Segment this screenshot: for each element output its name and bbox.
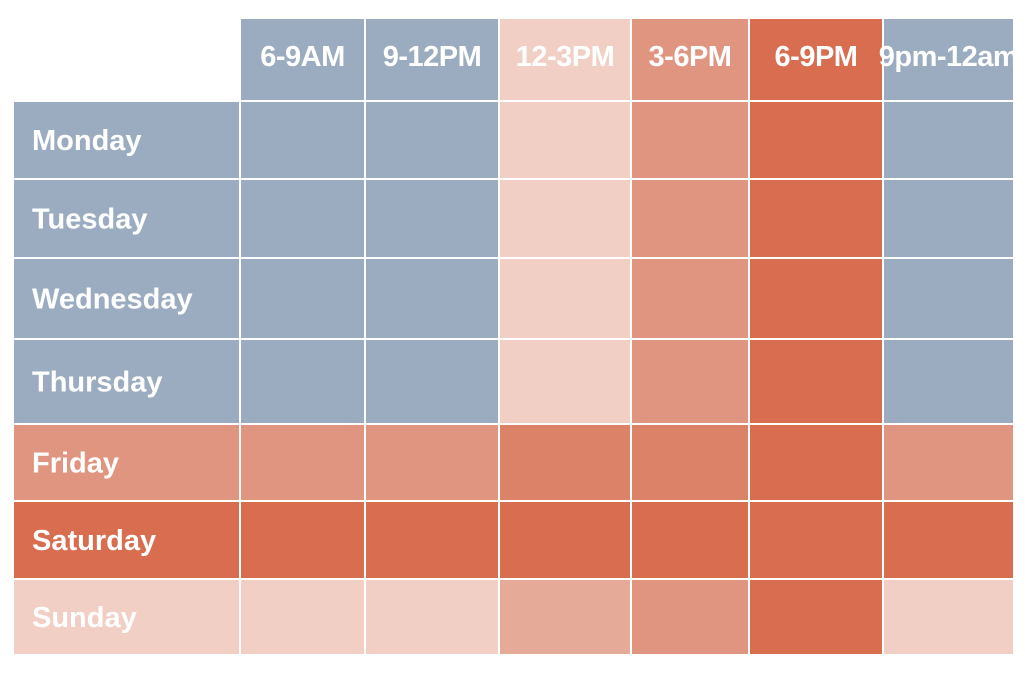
heatmap-cell-thursday-9-12pm [366, 340, 498, 423]
heatmap-cell-tuesday-9pm-12am [884, 180, 1013, 257]
heatmap-cell-sunday-12-3pm [500, 580, 630, 654]
heatmap-cell-saturday-12-3pm [500, 502, 630, 578]
column-headers: 6-9AM 9-12PM 12-3PM 3-6PM 6-9PM 9pm-12am [241, 19, 1019, 100]
heatmap-cell-wednesday-3-6pm [632, 259, 748, 338]
row-label-friday: Friday [32, 448, 119, 480]
row-label-thursday: Thursday [32, 367, 163, 399]
column-header-6-9pm [750, 19, 882, 100]
heatmap-cells [241, 102, 1013, 654]
heatmap-cell-wednesday-6-9am [241, 259, 364, 338]
row-header-friday [14, 425, 239, 500]
heatmap-cell-thursday-6-9pm [750, 340, 882, 423]
row-header-monday [14, 102, 239, 178]
column-label-9pm-12am: 9pm-12am [879, 41, 1018, 73]
heatmap-cell-tuesday-9-12pm [366, 180, 498, 257]
heatmap-cell-thursday-12-3pm [500, 340, 630, 423]
row-header-tuesday [14, 180, 239, 257]
column-label-6-9pm: 6-9PM [775, 41, 858, 73]
heatmap-cell-friday-9-12pm [366, 425, 498, 500]
heatmap-cell-tuesday-6-9pm [750, 180, 882, 257]
heatmap-cell-tuesday-6-9am [241, 180, 364, 257]
row-headers: Monday Tuesday Wednesday Thursday Friday Satu… [14, 102, 239, 654]
heatmap-cell-sunday-9-12pm [366, 580, 498, 654]
column-label-9-12pm: 9-12PM [383, 41, 482, 73]
heatmap-cell-monday-6-9pm [750, 102, 882, 178]
row-label-monday: Monday [32, 125, 142, 157]
heatmap-cell-monday-6-9am [241, 102, 364, 178]
row-label-wednesday: Wednesday [32, 284, 193, 316]
row-header-saturday [14, 502, 239, 578]
heatmap-cell-friday-6-9am [241, 425, 364, 500]
row-label-tuesday: Tuesday [32, 204, 148, 236]
row-header-wednesday [14, 259, 239, 338]
column-header-6-9am [241, 19, 364, 100]
heatmap-cell-wednesday-9pm-12am [884, 259, 1013, 338]
row-label-sunday: Sunday [32, 602, 137, 634]
heatmap-cell-wednesday-9-12pm [366, 259, 498, 338]
heatmap-cell-wednesday-6-9pm [750, 259, 882, 338]
heatmap-cell-monday-9-12pm [366, 102, 498, 178]
heatmap-cell-sunday-3-6pm [632, 580, 748, 654]
heatmap-cell-sunday-6-9pm [750, 580, 882, 654]
heatmap-cell-tuesday-12-3pm [500, 180, 630, 257]
heatmap-cell-monday-12-3pm [500, 102, 630, 178]
column-header-9-12pm [366, 19, 498, 100]
column-header-12-3pm [500, 19, 630, 100]
row-header-sunday [14, 580, 239, 654]
heatmap-cell-saturday-6-9am [241, 502, 364, 578]
heatmap-cell-tuesday-3-6pm [632, 180, 748, 257]
column-header-9pm-12am [884, 19, 1013, 100]
row-label-saturday: Saturday [32, 525, 156, 557]
column-label-6-9am: 6-9AM [260, 41, 345, 73]
column-label-12-3pm: 12-3PM [516, 41, 615, 73]
heatmap-cell-thursday-9pm-12am [884, 340, 1013, 423]
column-label-3-6pm: 3-6PM [649, 41, 732, 73]
heatmap-cell-saturday-9pm-12am [884, 502, 1013, 578]
heatmap-cell-friday-12-3pm [500, 425, 630, 500]
heatmap-cell-saturday-3-6pm [632, 502, 748, 578]
heatmap-cell-sunday-9pm-12am [884, 580, 1013, 654]
column-header-3-6pm [632, 19, 748, 100]
heatmap-cell-friday-6-9pm [750, 425, 882, 500]
heatmap-cell-wednesday-12-3pm [500, 259, 630, 338]
heatmap-cell-sunday-6-9am [241, 580, 364, 654]
heatmap-cell-thursday-6-9am [241, 340, 364, 423]
heatmap-cell-monday-3-6pm [632, 102, 748, 178]
heatmap-cell-saturday-6-9pm [750, 502, 882, 578]
heatmap-cell-friday-9pm-12am [884, 425, 1013, 500]
heatmap-cell-saturday-9-12pm [366, 502, 498, 578]
heatmap-cell-friday-3-6pm [632, 425, 748, 500]
row-header-thursday [14, 340, 239, 423]
heatmap-cell-monday-9pm-12am [884, 102, 1013, 178]
heatmap-cell-thursday-3-6pm [632, 340, 748, 423]
